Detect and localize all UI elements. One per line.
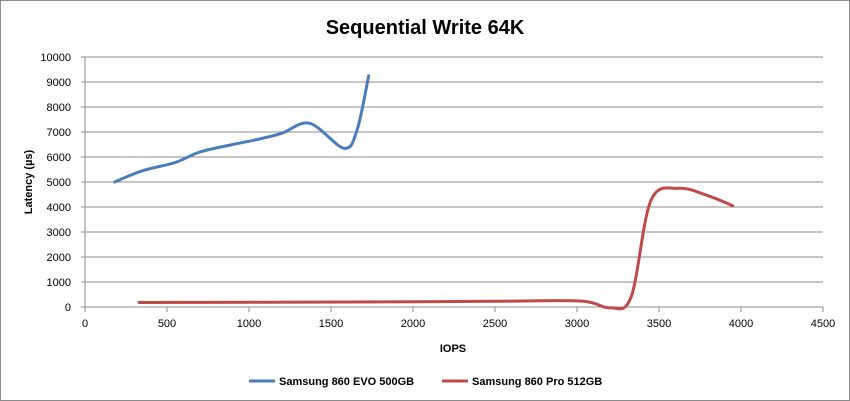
x-tick-label: 3500 [647, 318, 671, 330]
y-tick-label: 2000 [47, 252, 71, 264]
x-tick-label: 2500 [483, 318, 507, 330]
y-tick-label: 10000 [40, 52, 71, 64]
legend-label-2: Samsung 860 Pro 512GB [472, 376, 602, 388]
grid-lines [85, 56, 823, 283]
y-tick-label: 4000 [47, 202, 71, 214]
series-line-2 [137, 186, 735, 311]
legend-label-1: Samsung 860 EVO 500GB [279, 376, 414, 388]
x-tick-label: 1000 [237, 318, 261, 330]
y-tick-label: 1000 [47, 277, 71, 289]
y-tick-label: 7000 [47, 127, 71, 139]
x-tick-label: 1500 [319, 318, 343, 330]
chart-title: Sequential Write 64K [326, 17, 525, 39]
y-tick-label: 0 [65, 302, 71, 314]
y-tick-label: 3000 [47, 227, 71, 239]
y-tick-label: 6000 [47, 152, 71, 164]
x-tick-label: 4500 [811, 318, 835, 330]
x-tick-label: 3000 [565, 318, 589, 330]
y-tick-label: 8000 [47, 102, 71, 114]
x-tick-label: 4000 [729, 318, 753, 330]
axes: 0100020003000400050006000700080009000100… [40, 52, 835, 330]
series-line-1 [113, 74, 371, 184]
legend: Samsung 860 EVO 500GB Samsung 860 Pro 512… [249, 376, 602, 388]
y-tick-label: 5000 [47, 177, 71, 189]
y-tick-label: 9000 [47, 77, 71, 89]
x-tick-label: 500 [158, 318, 176, 330]
series-lines [113, 74, 735, 311]
x-tick-label: 0 [82, 318, 88, 330]
x-axis-title: IOPS [440, 343, 466, 355]
y-axis-title: Latency (µs) [23, 149, 35, 214]
x-tick-label: 2000 [401, 318, 425, 330]
